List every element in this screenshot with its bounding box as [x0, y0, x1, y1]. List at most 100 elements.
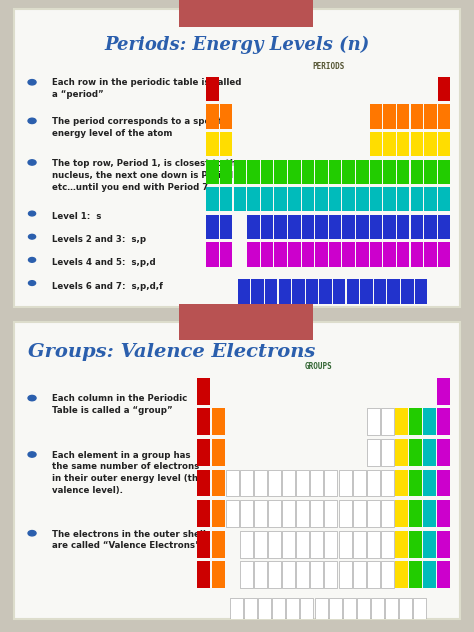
- Bar: [397, 132, 410, 156]
- Bar: [343, 598, 356, 625]
- Bar: [198, 439, 210, 466]
- Bar: [370, 187, 382, 211]
- Bar: [438, 470, 450, 497]
- Bar: [198, 500, 210, 527]
- Bar: [413, 598, 426, 625]
- Bar: [286, 598, 300, 625]
- Bar: [415, 279, 427, 304]
- Circle shape: [28, 530, 36, 536]
- Bar: [423, 561, 436, 588]
- Bar: [240, 531, 253, 557]
- Bar: [268, 470, 281, 497]
- Bar: [261, 242, 273, 267]
- Bar: [438, 215, 450, 239]
- Bar: [423, 470, 436, 497]
- Bar: [409, 500, 422, 527]
- Circle shape: [28, 257, 36, 262]
- Bar: [367, 408, 380, 435]
- Bar: [234, 159, 246, 184]
- Bar: [423, 439, 436, 466]
- Bar: [374, 279, 386, 304]
- Bar: [279, 279, 291, 304]
- Bar: [370, 132, 382, 156]
- Bar: [353, 500, 365, 527]
- Bar: [206, 76, 219, 101]
- Bar: [360, 279, 373, 304]
- Bar: [247, 215, 260, 239]
- Bar: [282, 531, 295, 557]
- Bar: [296, 470, 309, 497]
- Circle shape: [28, 80, 36, 85]
- Bar: [324, 561, 337, 588]
- Bar: [265, 307, 277, 331]
- Bar: [424, 187, 437, 211]
- Bar: [274, 187, 287, 211]
- Text: Levels 2 and 3:  s,p: Levels 2 and 3: s,p: [52, 235, 146, 244]
- Bar: [288, 159, 301, 184]
- Bar: [383, 215, 396, 239]
- Bar: [424, 242, 437, 267]
- Bar: [206, 132, 219, 156]
- Bar: [315, 242, 328, 267]
- Bar: [251, 307, 264, 331]
- Bar: [230, 628, 243, 632]
- Bar: [397, 159, 410, 184]
- Bar: [353, 531, 365, 557]
- Bar: [272, 628, 285, 632]
- Bar: [338, 470, 352, 497]
- Bar: [385, 598, 398, 625]
- Bar: [383, 187, 396, 211]
- Bar: [409, 561, 422, 588]
- Bar: [381, 500, 394, 527]
- Text: Groups: Valence Electrons: Groups: Valence Electrons: [27, 343, 315, 361]
- Text: Each element in a group has
the same number of electrons
in their outer energy l: Each element in a group has the same num…: [52, 451, 204, 495]
- Bar: [399, 598, 412, 625]
- Bar: [315, 628, 328, 632]
- Bar: [211, 408, 225, 435]
- Bar: [374, 307, 386, 331]
- Bar: [220, 132, 232, 156]
- Bar: [296, 561, 309, 588]
- Bar: [301, 242, 314, 267]
- Bar: [395, 408, 408, 435]
- Bar: [282, 561, 295, 588]
- Bar: [306, 279, 318, 304]
- Bar: [329, 242, 341, 267]
- Bar: [381, 470, 394, 497]
- Bar: [424, 132, 437, 156]
- Circle shape: [28, 281, 36, 286]
- Bar: [383, 159, 396, 184]
- Bar: [198, 378, 210, 405]
- Bar: [258, 628, 271, 632]
- Bar: [211, 531, 225, 557]
- Bar: [395, 439, 408, 466]
- Text: Periods: Energy Levels (n): Periods: Energy Levels (n): [104, 36, 370, 54]
- Bar: [237, 279, 250, 304]
- Bar: [220, 215, 232, 239]
- Bar: [198, 408, 210, 435]
- Bar: [424, 104, 437, 129]
- Bar: [346, 307, 359, 331]
- Bar: [353, 470, 365, 497]
- Bar: [370, 159, 382, 184]
- Circle shape: [28, 118, 36, 123]
- Bar: [346, 279, 359, 304]
- Bar: [274, 159, 287, 184]
- Bar: [328, 598, 342, 625]
- Bar: [338, 531, 352, 557]
- Bar: [282, 470, 295, 497]
- Bar: [409, 439, 422, 466]
- Bar: [423, 408, 436, 435]
- Bar: [288, 215, 301, 239]
- Bar: [292, 279, 305, 304]
- Bar: [401, 307, 414, 331]
- Circle shape: [28, 396, 36, 401]
- Circle shape: [28, 160, 36, 165]
- Circle shape: [28, 452, 36, 457]
- Bar: [254, 500, 267, 527]
- Bar: [261, 159, 273, 184]
- Bar: [356, 159, 369, 184]
- Bar: [401, 279, 414, 304]
- Text: The top row, Period 1, is closest to the
nucleus, the next one down is Period 2,: The top row, Period 1, is closest to the…: [52, 159, 246, 192]
- Bar: [438, 242, 450, 267]
